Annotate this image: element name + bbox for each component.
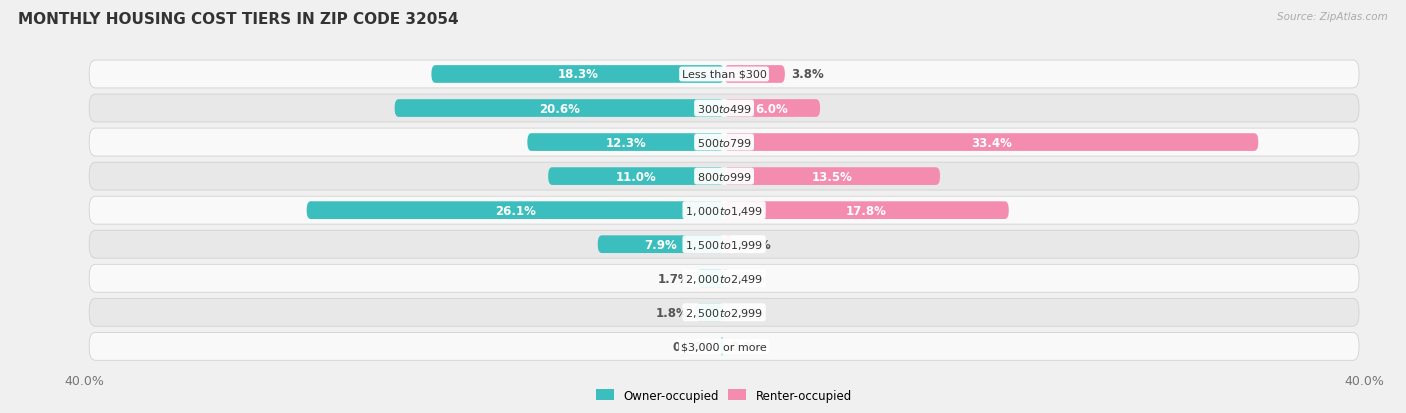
FancyBboxPatch shape — [598, 236, 724, 254]
FancyBboxPatch shape — [548, 168, 724, 185]
Text: $2,000 to $2,499: $2,000 to $2,499 — [685, 272, 763, 285]
FancyBboxPatch shape — [724, 202, 1008, 219]
FancyBboxPatch shape — [724, 134, 1258, 152]
Text: 33.4%: 33.4% — [970, 136, 1011, 149]
Text: 0.1%: 0.1% — [733, 272, 765, 285]
Text: 6.0%: 6.0% — [755, 102, 789, 115]
Text: 26.1%: 26.1% — [495, 204, 536, 217]
Text: $3,000 or more: $3,000 or more — [682, 342, 766, 351]
Text: 18.3%: 18.3% — [557, 68, 598, 81]
FancyBboxPatch shape — [395, 100, 724, 118]
FancyBboxPatch shape — [696, 304, 724, 321]
FancyBboxPatch shape — [89, 231, 1360, 259]
Text: 0.5%: 0.5% — [738, 238, 772, 251]
FancyBboxPatch shape — [89, 197, 1360, 225]
FancyBboxPatch shape — [89, 163, 1360, 190]
Text: $800 to $999: $800 to $999 — [696, 171, 752, 183]
FancyBboxPatch shape — [724, 100, 820, 118]
Text: 17.8%: 17.8% — [846, 204, 887, 217]
FancyBboxPatch shape — [720, 338, 724, 355]
FancyBboxPatch shape — [724, 168, 941, 185]
FancyBboxPatch shape — [89, 129, 1360, 157]
Text: $300 to $499: $300 to $499 — [696, 103, 752, 115]
FancyBboxPatch shape — [89, 265, 1360, 292]
Text: MONTHLY HOUSING COST TIERS IN ZIP CODE 32054: MONTHLY HOUSING COST TIERS IN ZIP CODE 3… — [18, 12, 458, 27]
Text: $1,500 to $1,999: $1,500 to $1,999 — [685, 238, 763, 251]
Text: 12.3%: 12.3% — [606, 136, 647, 149]
FancyBboxPatch shape — [89, 332, 1360, 361]
Text: 11.0%: 11.0% — [616, 170, 657, 183]
Text: 13.5%: 13.5% — [811, 170, 852, 183]
Text: 7.9%: 7.9% — [644, 238, 678, 251]
Text: 1.8%: 1.8% — [657, 306, 689, 319]
FancyBboxPatch shape — [697, 270, 724, 287]
FancyBboxPatch shape — [89, 61, 1360, 89]
Text: 3.8%: 3.8% — [792, 68, 824, 81]
Text: $500 to $799: $500 to $799 — [696, 137, 752, 149]
Text: 1.7%: 1.7% — [658, 272, 690, 285]
Text: $2,500 to $2,999: $2,500 to $2,999 — [685, 306, 763, 319]
Text: Less than $300: Less than $300 — [682, 70, 766, 80]
FancyBboxPatch shape — [527, 134, 724, 152]
Text: 0.0%: 0.0% — [731, 340, 763, 353]
FancyBboxPatch shape — [307, 202, 724, 219]
FancyBboxPatch shape — [89, 95, 1360, 123]
Text: 0.26%: 0.26% — [672, 340, 713, 353]
Text: $1,000 to $1,499: $1,000 to $1,499 — [685, 204, 763, 217]
Legend: Owner-occupied, Renter-occupied: Owner-occupied, Renter-occupied — [592, 384, 856, 406]
FancyBboxPatch shape — [721, 270, 728, 287]
Text: Source: ZipAtlas.com: Source: ZipAtlas.com — [1277, 12, 1388, 22]
FancyBboxPatch shape — [724, 66, 785, 83]
FancyBboxPatch shape — [89, 299, 1360, 326]
Text: 0.0%: 0.0% — [731, 306, 763, 319]
FancyBboxPatch shape — [724, 236, 733, 254]
Text: 20.6%: 20.6% — [538, 102, 579, 115]
FancyBboxPatch shape — [432, 66, 724, 83]
